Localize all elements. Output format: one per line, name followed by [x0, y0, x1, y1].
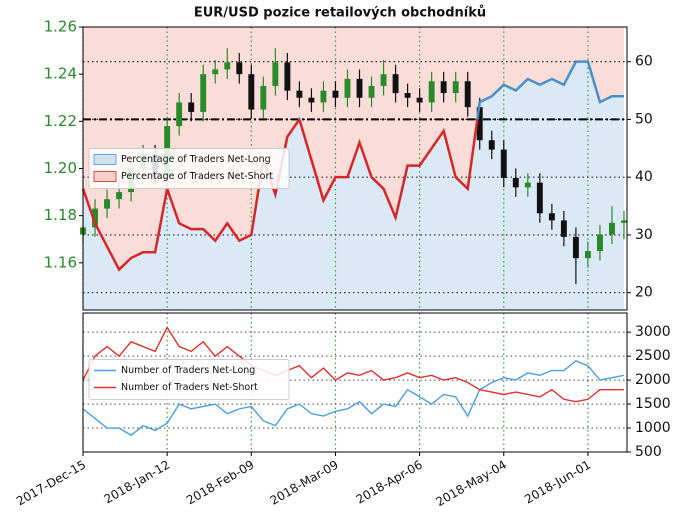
candle-body	[548, 213, 555, 221]
candle-body	[452, 81, 459, 94]
candle-body	[596, 234, 603, 252]
candle-body	[380, 74, 387, 86]
x-tick-label: 2018-Jun-01	[522, 458, 593, 507]
line-net-long	[81, 60, 624, 272]
candle-body	[560, 220, 567, 237]
legend-label: Number of Traders Net-Long	[121, 365, 255, 376]
legend-label: Percentage of Traders Net-Short	[121, 171, 273, 182]
legend-box	[88, 359, 290, 400]
candle-body	[392, 74, 399, 94]
series-line	[82, 325, 624, 403]
candle-body	[188, 102, 195, 112]
candle-body	[296, 90, 303, 98]
y-tick-label: 500	[635, 444, 662, 460]
candle-body	[524, 182, 531, 188]
plot-frame	[82, 312, 628, 453]
candle-body	[572, 236, 579, 259]
y-tick-label: 1.18	[44, 206, 77, 224]
candle-body	[512, 177, 519, 188]
y2-tick-label: 20	[635, 285, 653, 301]
y-tick-label: 1.24	[44, 65, 77, 83]
y-tick-label: 2000	[635, 372, 671, 388]
candle-body	[621, 220, 627, 223]
candle-body	[536, 182, 543, 214]
candle-body	[609, 222, 615, 235]
y2-tick-label: 30	[635, 227, 653, 243]
y2-tick-label: 60	[635, 54, 653, 70]
candle-body	[356, 78, 363, 98]
x-tick-label: 2018-Feb-09	[184, 458, 257, 508]
legend-swatch	[93, 171, 117, 182]
candle-body	[248, 74, 255, 110]
candle-body	[236, 62, 243, 75]
area-net-short	[83, 27, 624, 270]
candle-body	[476, 107, 483, 141]
candle-body	[584, 251, 591, 259]
candle-body	[272, 62, 279, 86]
y-tick-label: 1.22	[44, 112, 77, 130]
x-tick-label: 2018-May-04	[434, 458, 509, 510]
candle-body	[116, 192, 123, 200]
series-line	[82, 360, 625, 437]
x-tick-label: 2018-Mar-09	[268, 458, 341, 508]
x-tick-label: 2018-Apr-06	[354, 458, 425, 507]
y-tick-label: 1000	[635, 420, 671, 436]
candle-body	[368, 85, 375, 98]
x-tick-label: 2018-Jan-12	[102, 458, 173, 507]
legend-label: Number of Traders Net-Short	[121, 382, 258, 393]
y2-tick-label: 50	[635, 111, 653, 127]
y-tick-label: 3000	[635, 324, 671, 340]
candle-body	[224, 62, 231, 70]
candle-body	[332, 90, 339, 98]
candle-body	[212, 69, 219, 75]
candle-body	[344, 78, 351, 98]
candle-body	[440, 81, 447, 94]
legend-label: Percentage of Traders Net-Long	[121, 154, 271, 165]
candle-body	[176, 102, 183, 127]
y-tick-label: 2500	[635, 348, 671, 364]
legend-box	[88, 148, 290, 189]
y-tick-label: 1.16	[44, 253, 77, 271]
chart-title: EUR/USD pozice retailových obchodníků	[194, 6, 486, 21]
candle-body	[404, 93, 411, 98]
candle-body	[92, 208, 98, 228]
y-tick-label: 1.20	[44, 159, 77, 177]
x-tick-label: 2017-Dec-15	[14, 458, 88, 509]
legend-swatch	[93, 154, 117, 165]
candle-body	[500, 149, 507, 178]
candle-body	[488, 140, 495, 150]
candle-body	[104, 199, 111, 209]
y-tick-label: 1500	[635, 396, 671, 412]
candle-body	[200, 74, 207, 112]
area-net-long	[83, 61, 624, 310]
candle-body	[308, 97, 315, 103]
candle-body	[284, 62, 291, 91]
candle-body	[416, 97, 423, 103]
candle-body	[428, 81, 435, 103]
candle-body	[260, 85, 267, 110]
y2-tick-label: 40	[635, 169, 653, 185]
y-tick-label: 1.26	[44, 18, 77, 36]
candle-body	[320, 90, 327, 103]
candle-body	[464, 81, 471, 108]
